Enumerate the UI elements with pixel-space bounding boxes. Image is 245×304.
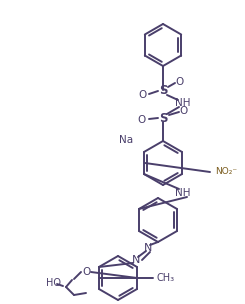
- Text: NO₂⁻: NO₂⁻: [215, 168, 237, 177]
- Text: HO: HO: [46, 278, 61, 288]
- Text: Na: Na: [119, 135, 133, 145]
- Text: O: O: [175, 77, 183, 87]
- Text: S: S: [159, 112, 167, 125]
- Text: O: O: [82, 267, 90, 277]
- Text: O: O: [179, 106, 187, 116]
- Text: O: O: [137, 115, 145, 125]
- Text: N: N: [132, 255, 140, 265]
- Text: S: S: [159, 84, 167, 96]
- Text: O: O: [138, 90, 146, 100]
- Text: N: N: [144, 243, 152, 253]
- Text: NH: NH: [175, 98, 191, 108]
- Text: CH₃: CH₃: [156, 273, 174, 283]
- Text: NH: NH: [175, 188, 191, 198]
